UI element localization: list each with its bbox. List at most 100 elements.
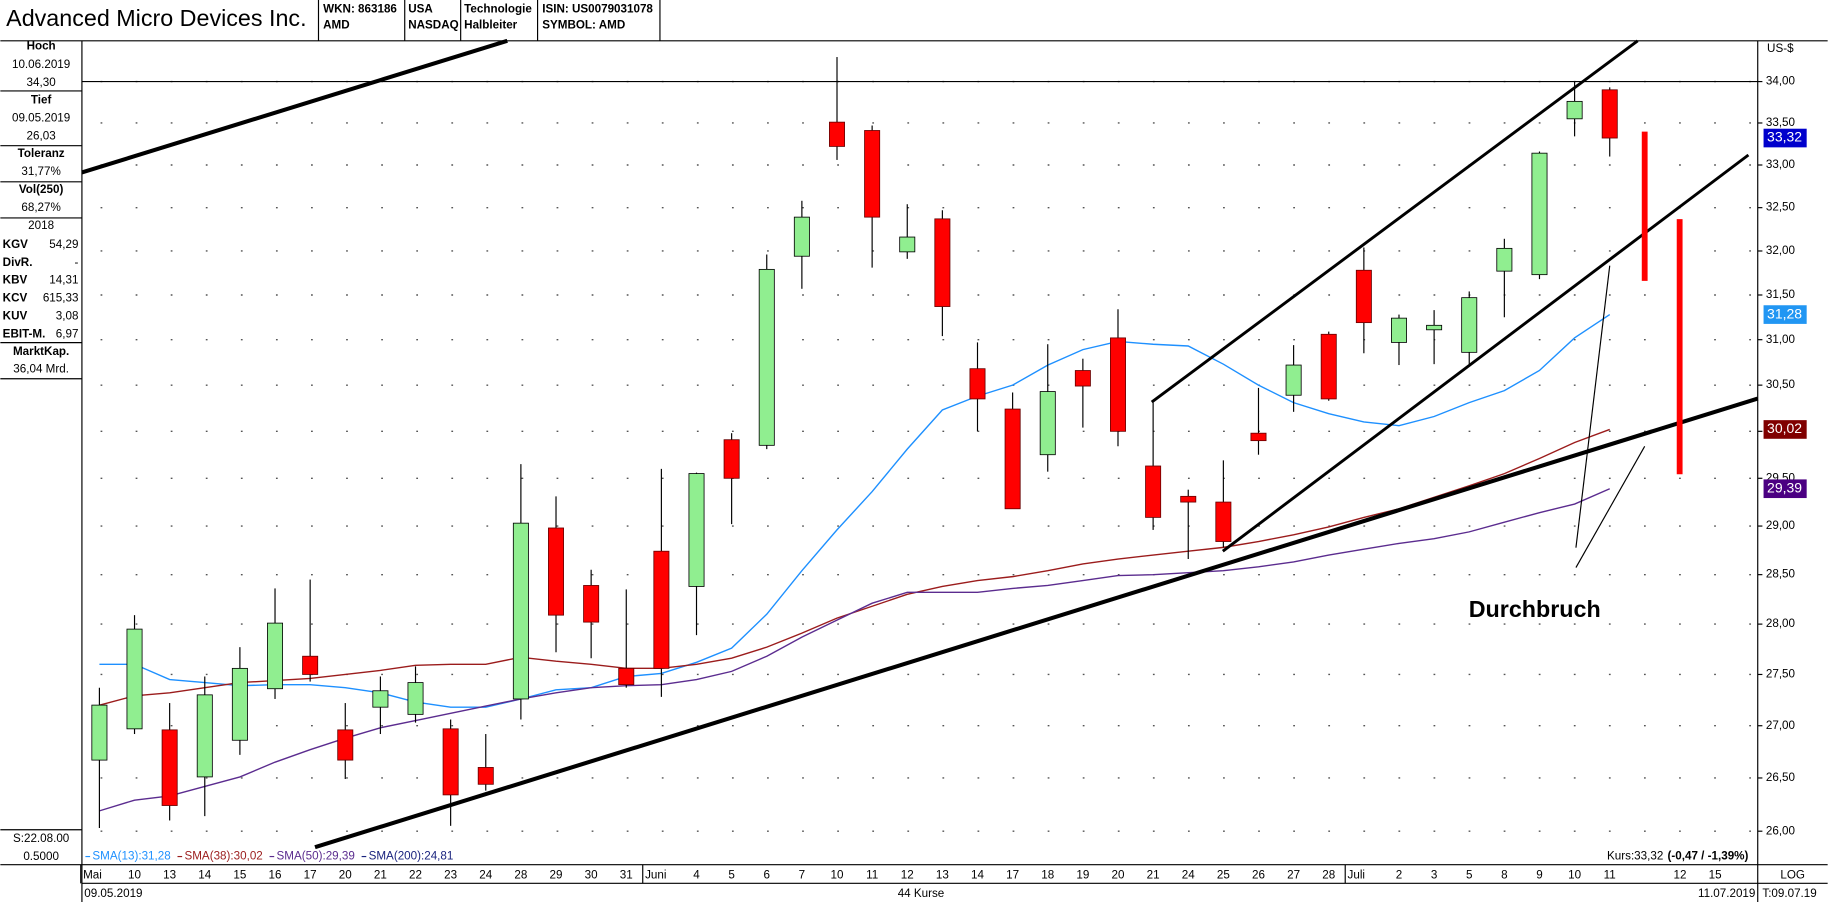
x-tick-label: 11 [866,868,878,881]
scale-label: LOG [1780,868,1805,881]
trend-lines [81,38,1759,850]
candle-body [1285,364,1302,396]
x-tick-label: 14 [971,868,984,881]
y-tick-label: 26,00 [1766,824,1796,837]
price-tag-label: 31,28 [1767,305,1802,321]
plot-area [81,57,1763,832]
x-tick-label: 15 [1709,868,1722,881]
x-tick-label: 9 [1536,868,1542,881]
header-field: NASDAQ [408,19,458,32]
x-tick-label: 10 [1568,868,1581,881]
sidebar-value: 31,77% [21,165,60,178]
candle-body [161,729,178,806]
y-axis-label: US-$ [1767,42,1794,55]
candle-body [477,767,494,785]
header-title: Advanced Micro Devices Inc. [6,5,306,31]
channel-line [1221,153,1750,553]
market-cap-value: 36,04 Mrd. [13,363,69,376]
candle-body [829,121,845,147]
x-tick-label: 6 [764,868,770,881]
x-tick-label: 28 [1322,868,1335,881]
x-tick-label: 18 [1041,868,1054,881]
sidebar-value: 10.06.2019 [12,58,70,71]
x-tick-label: 3 [1431,868,1437,881]
y-tick-label: 28,50 [1766,568,1796,581]
x-tick-label: 24 [479,868,492,881]
y-tick-label: 32,50 [1766,201,1796,214]
candle-body [653,550,670,669]
sidebar-footer: S:22.08.00 [13,832,70,845]
x-tick-label: 26 [1252,868,1265,881]
footer-date: T:09.07.19 [1762,887,1816,900]
candle-body [618,667,635,686]
ratio-value: 615,33 [43,292,79,305]
legend-label: SMA(50):29,39 [277,850,355,863]
sidebar-label: Tief [31,93,52,106]
y-tick-label: 27,50 [1766,668,1796,681]
candle-body [1355,269,1372,324]
x-tick-label: 2 [1396,868,1402,881]
candle-body [934,218,951,307]
candle-body [372,690,389,708]
y-tick-label: 26,50 [1766,771,1796,784]
price-tag-label: 30,02 [1767,420,1802,436]
sidebar-value: 68,27% [21,201,60,214]
price-tag [1763,305,1807,324]
candle-body [91,704,108,761]
price-tag-label: 33,32 [1767,129,1802,145]
sidebar-label: Toleranz [18,147,65,160]
x-tick-label: 22 [409,868,422,881]
candle-body [1461,297,1478,353]
sidebar-footer: 0.5000 [23,850,59,863]
footer-start: 09.05.2019 [84,887,142,900]
ratio-label: KCV [3,292,28,305]
sidebar-value: 26,03 [27,129,56,142]
candle-body [126,628,143,730]
x-tick-label: 19 [1076,868,1089,881]
projection-line [1575,265,1611,548]
ratio-label: KBV [3,274,28,287]
ratio-value: 3,08 [56,310,79,323]
footer-count: 44 Kurse [898,887,945,900]
x-tick-label: 25 [1217,868,1230,881]
candle-body [267,622,284,690]
candle-body [548,527,564,616]
x-tick-label: Mai [83,868,102,881]
header-field: Halbleiter [464,19,518,32]
candle-body [1601,89,1618,139]
header-field: USA [408,2,433,15]
sidebar-label: Vol(250) [19,183,64,196]
header-field: WKN: 863186 [323,2,397,15]
x-tick-label: 17 [1006,868,1019,881]
x-tick-label: Juli [1348,868,1365,881]
channel-line [1150,39,1639,404]
x-tick-label: 8 [1501,868,1507,881]
ratio-value: 6,97 [56,328,79,341]
x-tick-label: 11 [1604,868,1616,881]
x-tick-label: 4 [693,868,700,881]
last-quote: Kurs:33,32 [1607,850,1663,863]
candle-body [302,655,319,675]
candle-body [583,585,600,623]
x-tick-label: 13 [936,868,949,881]
x-tick-label: 30 [585,868,598,881]
y-tick-label: 33,00 [1766,158,1796,171]
ratio-value: 54,29 [49,238,78,251]
candle-body [1250,432,1267,442]
x-tick-label: 21 [374,868,387,881]
x-tick-label: 20 [1112,868,1125,881]
x-tick-label: 13 [163,868,176,881]
candle-body [1074,370,1091,387]
candle-body [1531,152,1548,276]
header-field: ISIN: US0079031078 [542,2,653,15]
ratio-value: 14,31 [49,274,78,287]
x-tick-label: 5 [728,868,734,881]
trend-line [314,396,1759,850]
candle-body [899,236,916,253]
ratio-label: DivR. [3,256,33,269]
sidebar-label: Hoch [27,40,56,53]
candle-body [337,729,354,761]
